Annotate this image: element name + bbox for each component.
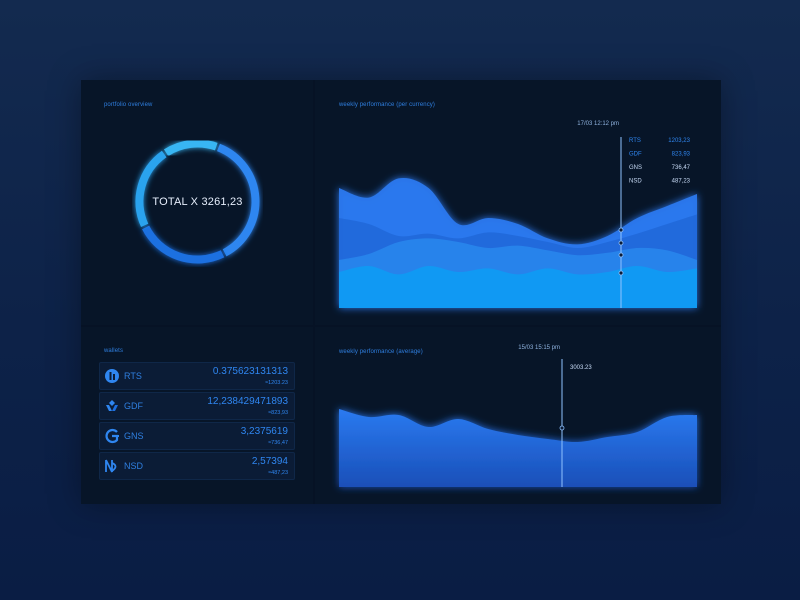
wallet-value: ≈487,23 (268, 470, 288, 476)
rts-icon (105, 369, 119, 383)
portfolio-donut-chart[interactable] (132, 136, 263, 267)
hover-point (618, 240, 624, 246)
donut-segment-gdf[interactable] (142, 225, 225, 264)
gdf-icon (106, 400, 118, 411)
tooltip-series-name: GDF (629, 152, 642, 158)
hover-point (618, 270, 624, 276)
wallet-symbol: GDF (124, 401, 143, 411)
gns-icon (105, 428, 119, 444)
wallet-symbol: RTS (124, 371, 142, 381)
tooltip-series-value: 487,23 (672, 179, 691, 185)
weekly-performance-panel: weekly performance (per currency) 17/03 … (315, 80, 721, 325)
tooltip-series-name: GNS (629, 165, 642, 171)
wallet-gdf[interactable]: GDF 12,238429471893 ≈823,93 (99, 392, 295, 420)
dashboard: portfolio overview TOTAL X 3261,23 weekl… (81, 80, 721, 504)
tooltip-series-value: 823,93 (672, 152, 691, 158)
wallet-value: ≈736,47 (268, 440, 288, 446)
wallet-rts[interactable]: RTS 0.375623131313 ≈1203.23 (99, 362, 295, 390)
average-performance-panel: weekly performance (average) 15/03 15:15… (315, 327, 721, 504)
tooltip-date: 17/03 12:12 pm (577, 121, 619, 127)
area-series-average (339, 409, 697, 487)
wallet-amount: 3,2375619 (240, 426, 288, 437)
wallet-symbol: NSD (124, 461, 144, 471)
portfolio-total: TOTAL X 3261,23 (152, 195, 243, 208)
portfolio-overview-title: portfolio overview (104, 102, 153, 108)
wallet-value: ≈823,93 (268, 410, 288, 416)
donut-segment-rts[interactable] (216, 143, 260, 257)
wallet-value: ≈1203.23 (265, 380, 288, 386)
hover-point (618, 227, 624, 233)
tooltip-series-name: NSD (629, 179, 642, 185)
hover-point (559, 425, 565, 431)
tooltip-series-value: 1203,23 (668, 138, 690, 144)
tooltip-series-name: RTS (629, 138, 641, 144)
wallet-gns[interactable]: GNS 3,2375619 ≈736,47 (99, 422, 295, 450)
wallet-symbol: GNS (124, 431, 144, 441)
donut-segment-gns[interactable] (135, 150, 167, 228)
nsd-icon (105, 459, 117, 473)
donut-segment-nsd[interactable] (163, 139, 218, 157)
weekly-performance-title: weekly performance (per currency) (339, 102, 435, 108)
average-performance-chart[interactable]: 15/03 15:15 pm 3003.23 (315, 327, 721, 504)
tooltip-series-value: 736,47 (672, 165, 691, 171)
wallet-nsd[interactable]: NSD 2,57394 ≈487,23 (99, 452, 295, 480)
wallet-amount: 0.375623131313 (212, 366, 288, 377)
wallets-panel: wallets RTS 0.375623131313 ≈1203.23 GDF … (81, 327, 313, 504)
wallet-amount: 12,238429471893 (207, 396, 288, 407)
hover-point (618, 252, 624, 258)
average-performance-title: weekly performance (average) (339, 349, 423, 355)
tooltip-date: 15/03 15:15 pm (518, 345, 560, 351)
wallets-title: wallets (104, 348, 124, 354)
area-series-nsd (339, 265, 697, 308)
portfolio-overview-panel: portfolio overview TOTAL X 3261,23 (81, 80, 313, 325)
weekly-performance-chart[interactable]: 17/03 12:12 pm RTS 1203,23 GDF 823,93 GNS 736,… (315, 80, 721, 325)
wallet-amount: 2,57394 (251, 456, 288, 467)
tooltip-value: 3003.23 (570, 365, 592, 371)
